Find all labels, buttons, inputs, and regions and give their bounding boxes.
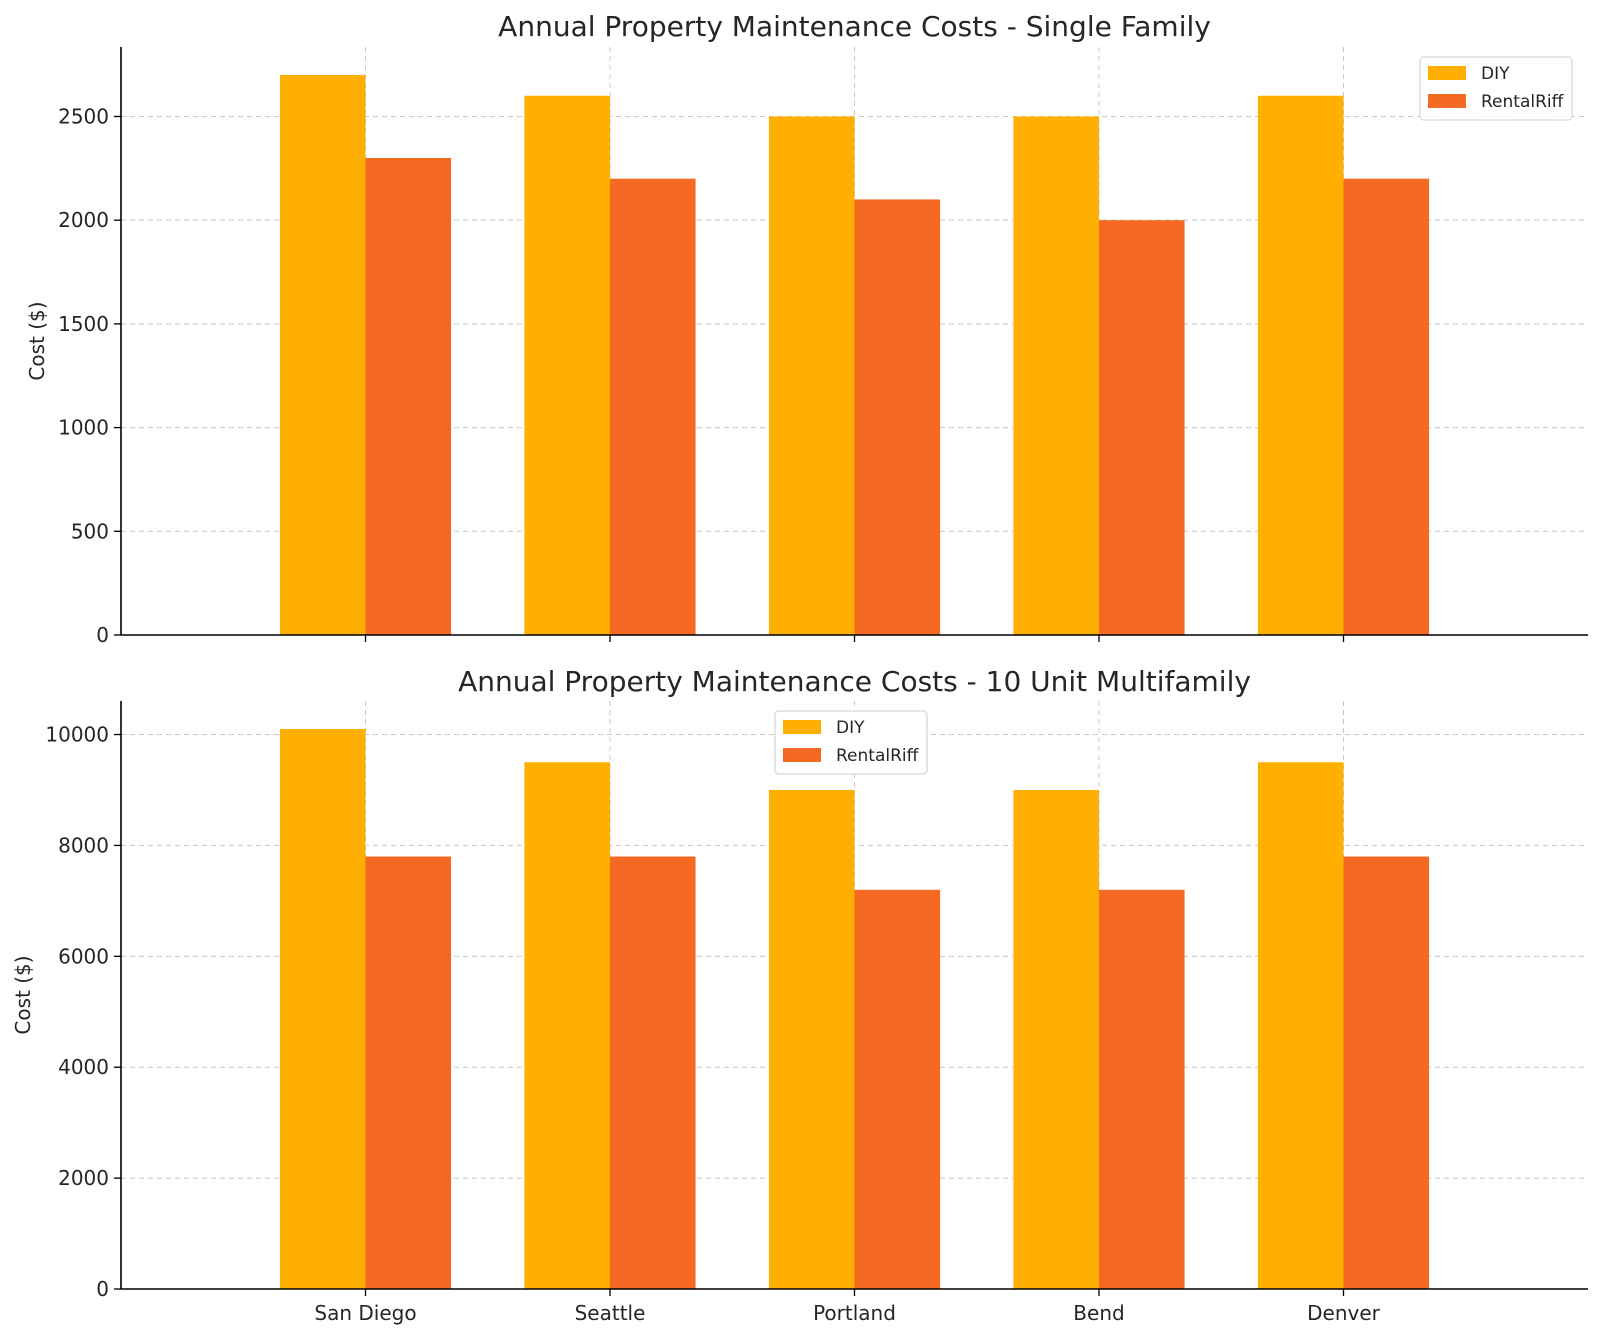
chart-title: Annual Property Maintenance Costs - 10 U… [458, 665, 1251, 698]
bar-rentalriff-portland [854, 889, 941, 1289]
y-tick-label: 10000 [45, 723, 109, 747]
bar-diy-seattle [524, 762, 610, 1289]
y-tick-label: 8000 [58, 833, 109, 857]
y-tick-label: 2500 [58, 104, 109, 128]
y-axis-label: Cost ($) [25, 301, 49, 380]
bar-rentalriff-san-diego [365, 856, 452, 1289]
legend-label-rentalriff: RentalRiff [1481, 92, 1565, 112]
y-tick-label: 4000 [58, 1055, 109, 1079]
x-tick-label: Seattle [575, 1301, 646, 1325]
y-tick-label: 1000 [58, 416, 109, 440]
bar-rentalriff-denver [1343, 856, 1430, 1289]
bar-diy-portland [768, 116, 855, 635]
legend-label-rentalriff: RentalRiff [836, 746, 920, 766]
legend-swatch-rentalriff [1428, 94, 1466, 108]
bar-diy-denver [1257, 762, 1344, 1289]
subplot-2: 0 2000 4000 6000 8000 10000 San Diego Seattle Po… [11, 665, 1588, 1325]
bar-rentalriff-san-diego [365, 157, 452, 636]
legend-swatch-rentalriff [783, 748, 821, 762]
legend: DIY RentalRiff [774, 710, 928, 775]
bar-rentalriff-seattle [610, 178, 696, 635]
y-tick-label: 1500 [58, 312, 109, 336]
bar-diy-san-diego [279, 75, 366, 635]
x-tick-label: San Diego [314, 1301, 416, 1325]
bar-rentalriff-denver [1343, 178, 1430, 635]
bar-rentalriff-portland [854, 199, 941, 635]
x-tick-label: Bend [1073, 1301, 1124, 1325]
y-tick-label: 0 [96, 1277, 109, 1301]
y-tick-label: 500 [71, 519, 109, 543]
y-tick-label: 2000 [58, 208, 109, 232]
legend-label-diy: DIY [1481, 64, 1510, 84]
subplot-1: 0 500 1000 1500 2000 2500 Annual Property Main… [25, 10, 1588, 647]
bar-diy-san-diego [279, 729, 366, 1289]
y-tick-label: 6000 [58, 944, 109, 968]
y-tick-label: 2000 [58, 1166, 109, 1190]
legend-swatch-diy [1428, 66, 1466, 80]
bar-diy-seattle [524, 95, 610, 636]
x-tick-label: Portland [813, 1301, 896, 1325]
bar-diy-portland [768, 789, 855, 1289]
bar-diy-denver [1257, 95, 1344, 636]
bar-rentalriff-seattle [610, 856, 696, 1289]
legend-label-diy: DIY [836, 718, 865, 738]
bar-diy-bend [1013, 116, 1099, 635]
legend-swatch-diy [783, 720, 821, 734]
x-tick-label: Denver [1307, 1301, 1381, 1325]
y-axis-label: Cost ($) [11, 955, 35, 1034]
y-tick-label: 0 [96, 623, 109, 647]
bar-diy-bend [1013, 789, 1099, 1289]
legend: DIY RentalRiff [1419, 56, 1573, 121]
bar-rentalriff-bend [1099, 220, 1185, 635]
chart-title: Annual Property Maintenance Costs - Sing… [498, 10, 1211, 43]
bar-rentalriff-bend [1099, 889, 1185, 1289]
